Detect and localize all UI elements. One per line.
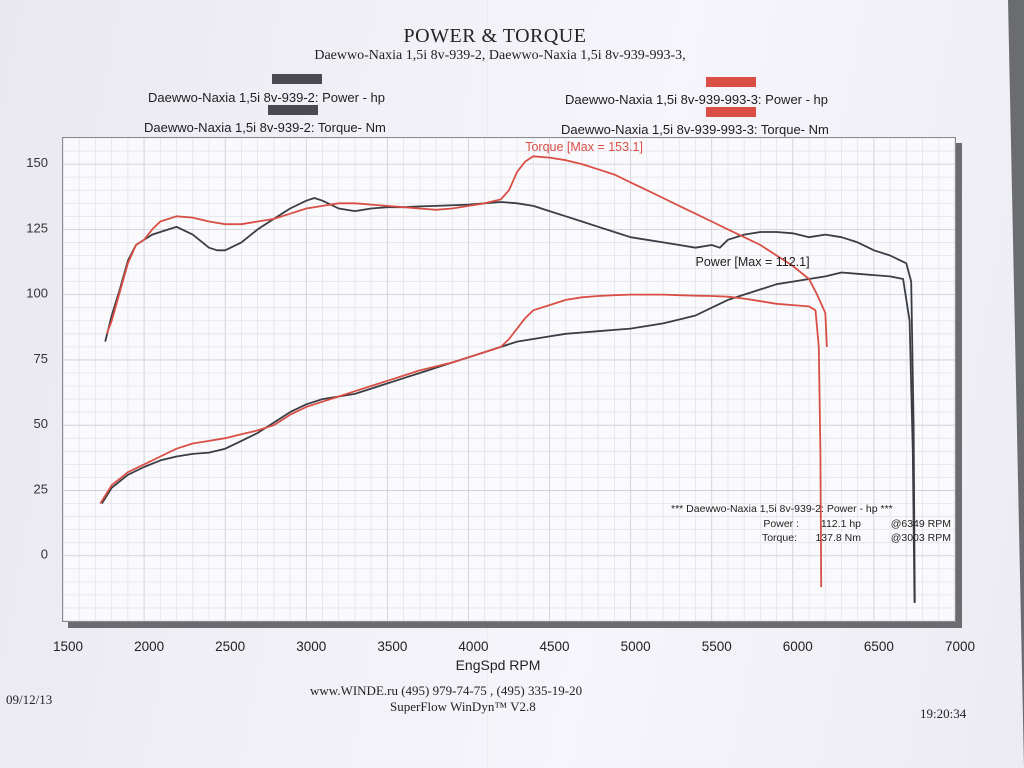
- series-line-1: [101, 271, 916, 603]
- info-power-value: 112.1 hp: [821, 518, 861, 530]
- website-phone: www.WINDE.ru (495) 979-74-75 , (495) 335…: [310, 683, 583, 698]
- legend-swatch-torque-1: [268, 105, 318, 115]
- info-torque-value: 137.8 Nm: [815, 532, 861, 544]
- info-power-rpm: @6349 RPM: [891, 518, 951, 530]
- series-line-4: [105, 155, 828, 347]
- software-version: SuperFlow WinDyn™ V2.8: [390, 699, 536, 714]
- chart-subtitle: Daewwo-Naxia 1,5i 8v-939-2, Daewwo-Naxia…: [314, 48, 686, 63]
- series-lines: [99, 155, 916, 603]
- legend-swatch-power-1: [272, 74, 322, 84]
- annotation-1: Torque [Max = 153.1]: [525, 140, 643, 154]
- time-stamp: 19:20:34: [920, 706, 967, 721]
- plot-area: Torque [Max = 153.1] Power [Max = 112.1] …: [62, 137, 956, 622]
- series-line-3: [99, 293, 823, 588]
- info-torque-rpm: @3003 RPM: [891, 532, 951, 544]
- chart-svg: Torque [Max = 153.1]Power [Max = 112.1] …: [62, 137, 956, 622]
- annotations: Torque [Max = 153.1] Power [Max = 112.1]: [525, 140, 809, 269]
- date-stamp: 09/12/13: [6, 692, 53, 707]
- annotation-2: Power [Max = 112.1]: [696, 255, 810, 269]
- legend-torque-2: Daewwo-Naxia 1,5i 8v-939-993-3: Torque- …: [561, 122, 829, 137]
- info-power-label: Power :: [763, 518, 799, 530]
- series-line-2: [104, 197, 916, 603]
- legend-torque-1: Daewwo-Naxia 1,5i 8v-939-2: Torque- Nm: [144, 120, 386, 135]
- info-header: *** Daewwo-Naxia 1,5i 8v-939-2: Power - …: [671, 503, 893, 515]
- chart-title: POWER & TORQUE: [403, 25, 587, 47]
- legend-swatch-torque-2: [706, 107, 756, 117]
- info-box: *** Daewwo-Naxia 1,5i 8v-939-2: Power - …: [671, 503, 951, 544]
- legend-power-2: Daewwo-Naxia 1,5i 8v-939-993-3: Power - …: [565, 92, 829, 107]
- legend-power-1: Daewwo-Naxia 1,5i 8v-939-2: Power - hp: [148, 90, 385, 105]
- info-torque-label: Torque:: [762, 532, 797, 544]
- legend-swatch-power-2: [706, 77, 756, 87]
